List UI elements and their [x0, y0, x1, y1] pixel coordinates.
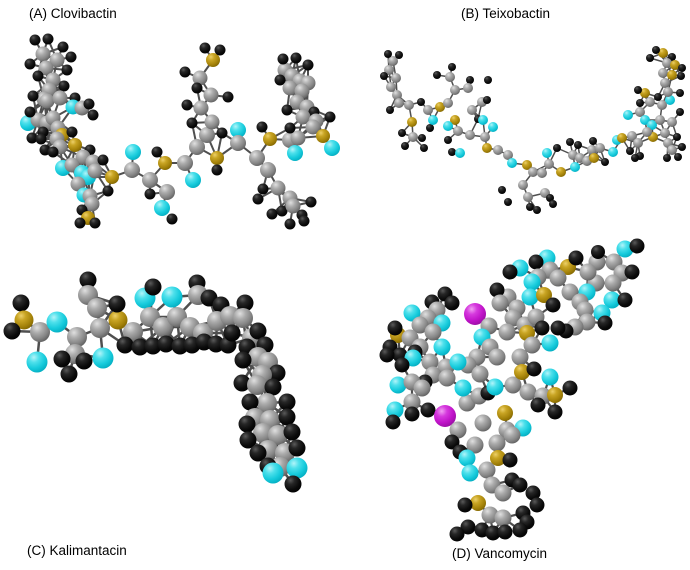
molecule-B: [380, 46, 686, 214]
molecule-C: [3, 271, 308, 493]
panel-c-label: (C) Kalimantacin: [27, 543, 127, 558]
panel-b-label: (B) Teixobactin: [461, 6, 551, 21]
panel-d-label: (D) Vancomycin: [452, 546, 548, 561]
panel-a-label: (A) Clovibactin: [29, 6, 117, 21]
molecule-A: [20, 33, 340, 230]
molecule-D: [379, 238, 645, 542]
